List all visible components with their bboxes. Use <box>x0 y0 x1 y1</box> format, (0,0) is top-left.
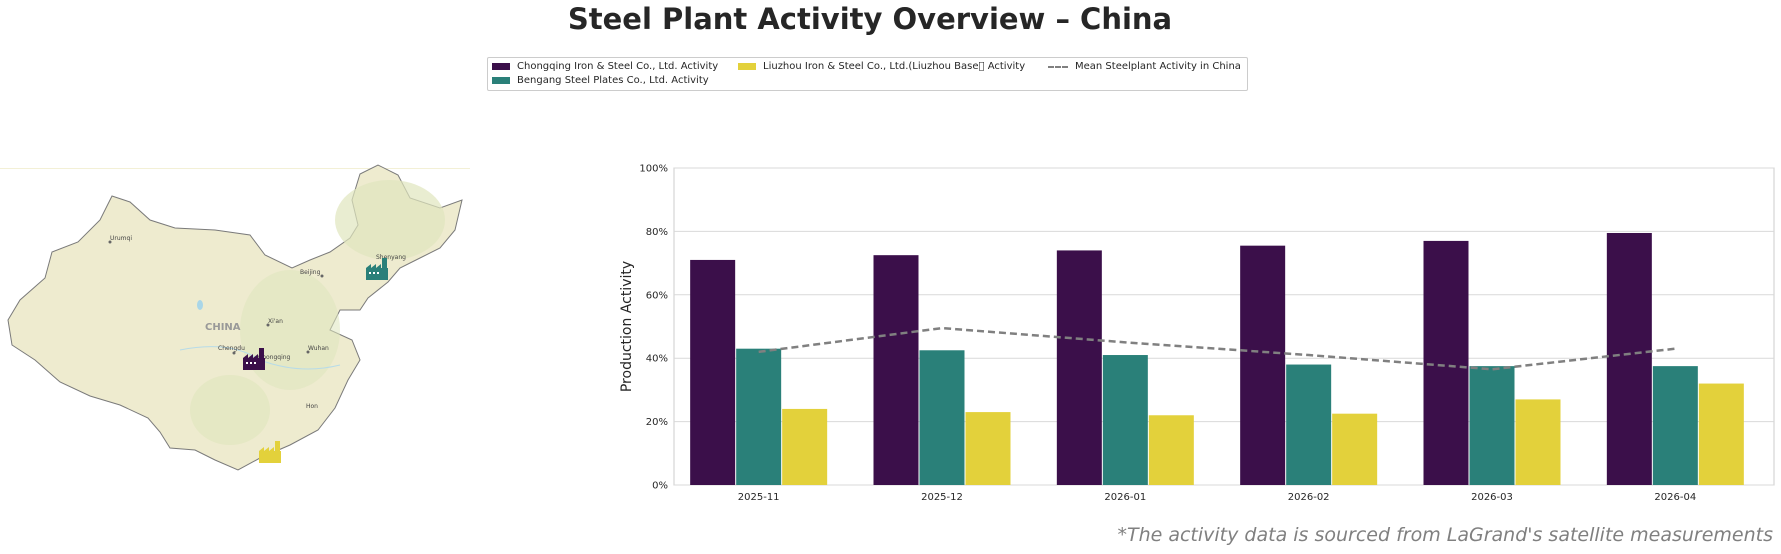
bar <box>690 259 736 485</box>
map-terrain-south <box>190 375 270 445</box>
legend-item-bengang: Bengang Steel Plates Co., Ltd. Activity <box>492 75 709 86</box>
factory-icon <box>366 258 388 280</box>
city-dot-xian <box>266 323 270 327</box>
legend-item-mean: Mean Steelplant Activity in China <box>1048 61 1241 72</box>
factory-icon <box>259 441 281 463</box>
legend-swatch-chongqing <box>492 63 510 70</box>
legend-label-bengang: Bengang Steel Plates Co., Ltd. Activity <box>517 75 709 86</box>
bar <box>1652 366 1698 485</box>
chart-title: Steel Plant Activity Overview – China <box>567 2 1173 36</box>
legend-item-chongqing: Chongqing Iron & Steel Co., Ltd. Activit… <box>492 61 718 72</box>
city-label-hon: Hon <box>306 403 318 410</box>
city-dot-chengdu <box>232 351 236 355</box>
city-label-wuhan: Wuhan <box>308 345 329 352</box>
y-tick-label: 60% <box>646 290 668 301</box>
x-tick-label: 2025-12 <box>921 492 963 503</box>
bar <box>1606 232 1652 485</box>
bar <box>1148 415 1194 485</box>
bar <box>1515 399 1561 485</box>
bar <box>919 350 965 485</box>
y-axis-label: Production Activity <box>619 261 635 392</box>
city-label-xian: Xi'an <box>268 318 283 325</box>
map-lake <box>197 300 203 310</box>
plot-area <box>673 167 1775 486</box>
legend-swatch-bengang <box>492 77 510 84</box>
bar <box>736 348 782 485</box>
x-tick-label: 2026-02 <box>1288 492 1330 503</box>
y-tick-label: 100% <box>639 164 668 175</box>
map-terrain-ne <box>335 180 445 260</box>
legend-item-liuzhou: Liuzhou Iron & Steel Co., Ltd.(Liuzhou B… <box>738 61 1025 72</box>
country-label: CHINA <box>205 322 241 333</box>
bar <box>1240 245 1286 485</box>
city-label-chongqing: Chongqing <box>258 354 291 361</box>
bar <box>1102 355 1148 485</box>
factory-icon <box>243 348 265 370</box>
mean-activity-line <box>758 326 1676 371</box>
china-map: Urumqi Beijing Shenyang Xi'an Chengdu Ch… <box>0 164 470 471</box>
legend-dash-mean <box>1048 65 1068 68</box>
bar <box>1698 383 1744 485</box>
bar <box>965 412 1011 485</box>
legend-label-liuzhou: Liuzhou Iron & Steel Co., Ltd.(Liuzhou B… <box>763 61 1026 72</box>
city-dot-wuhan <box>306 350 310 354</box>
y-tick-label: 40% <box>646 354 668 365</box>
y-tick-label: 20% <box>646 417 668 428</box>
x-tick-label: 2025-11 <box>738 492 780 503</box>
legend-swatch-liuzhou <box>738 63 756 70</box>
bar <box>873 255 919 485</box>
map-terrain-east <box>240 270 340 390</box>
y-tick-label: 0% <box>652 481 668 492</box>
y-tick-label: 80% <box>646 227 668 238</box>
legend-label-chongqing: Chongqing Iron & Steel Co., Ltd. Activit… <box>517 61 719 72</box>
bar <box>1423 240 1469 485</box>
x-tick-label: 2026-01 <box>1104 492 1146 503</box>
map-top-edge <box>0 168 470 169</box>
legend: Chongqing Iron & Steel Co., Ltd. Activit… <box>487 57 1248 91</box>
bar <box>782 408 828 485</box>
footnote: *The activity data is sourced from LaGra… <box>1117 524 1773 546</box>
city-label-shenyang: Shenyang <box>376 254 406 261</box>
city-dot-urumqi <box>108 240 112 244</box>
city-dot-beijing <box>320 274 324 278</box>
legend-label-mean: Mean Steelplant Activity in China <box>1075 61 1241 72</box>
x-tick-label: 2026-03 <box>1471 492 1513 503</box>
city-label-beijing: Beijing <box>300 269 321 276</box>
city-label-chengdu: Chengdu <box>218 345 245 352</box>
bar <box>1056 250 1102 485</box>
bar <box>1286 364 1332 485</box>
x-tick-label: 2026-04 <box>1654 492 1696 503</box>
bar <box>1469 366 1515 485</box>
city-label-urumqi: Urumqi <box>110 235 132 242</box>
bar <box>1332 413 1378 485</box>
bar-chart: 0% 20% 40% 60% 80% 100% Production Activity 202… <box>619 164 1775 503</box>
